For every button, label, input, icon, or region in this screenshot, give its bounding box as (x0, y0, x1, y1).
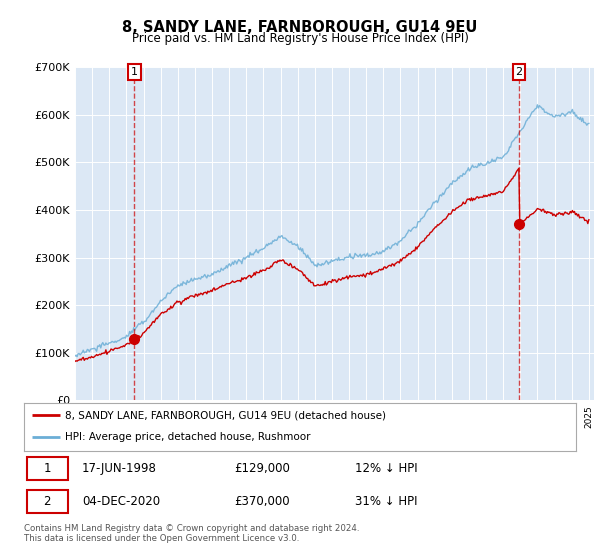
Text: HPI: Average price, detached house, Rushmoor: HPI: Average price, detached house, Rush… (65, 432, 311, 442)
Text: 1: 1 (131, 67, 138, 77)
Text: 31% ↓ HPI: 31% ↓ HPI (355, 496, 418, 508)
FancyBboxPatch shape (27, 491, 68, 514)
Text: 04-DEC-2020: 04-DEC-2020 (82, 496, 160, 508)
Text: £370,000: £370,000 (234, 496, 289, 508)
Text: 1: 1 (43, 462, 51, 475)
Text: 2: 2 (515, 67, 523, 77)
Text: 2: 2 (43, 496, 51, 508)
Text: 17-JUN-1998: 17-JUN-1998 (82, 462, 157, 475)
Text: Contains HM Land Registry data © Crown copyright and database right 2024.
This d: Contains HM Land Registry data © Crown c… (24, 524, 359, 543)
Text: 12% ↓ HPI: 12% ↓ HPI (355, 462, 418, 475)
FancyBboxPatch shape (27, 457, 68, 480)
Text: £129,000: £129,000 (234, 462, 290, 475)
Text: 8, SANDY LANE, FARNBOROUGH, GU14 9EU (detached house): 8, SANDY LANE, FARNBOROUGH, GU14 9EU (de… (65, 410, 386, 420)
Text: Price paid vs. HM Land Registry's House Price Index (HPI): Price paid vs. HM Land Registry's House … (131, 32, 469, 45)
Text: 8, SANDY LANE, FARNBOROUGH, GU14 9EU: 8, SANDY LANE, FARNBOROUGH, GU14 9EU (122, 20, 478, 35)
